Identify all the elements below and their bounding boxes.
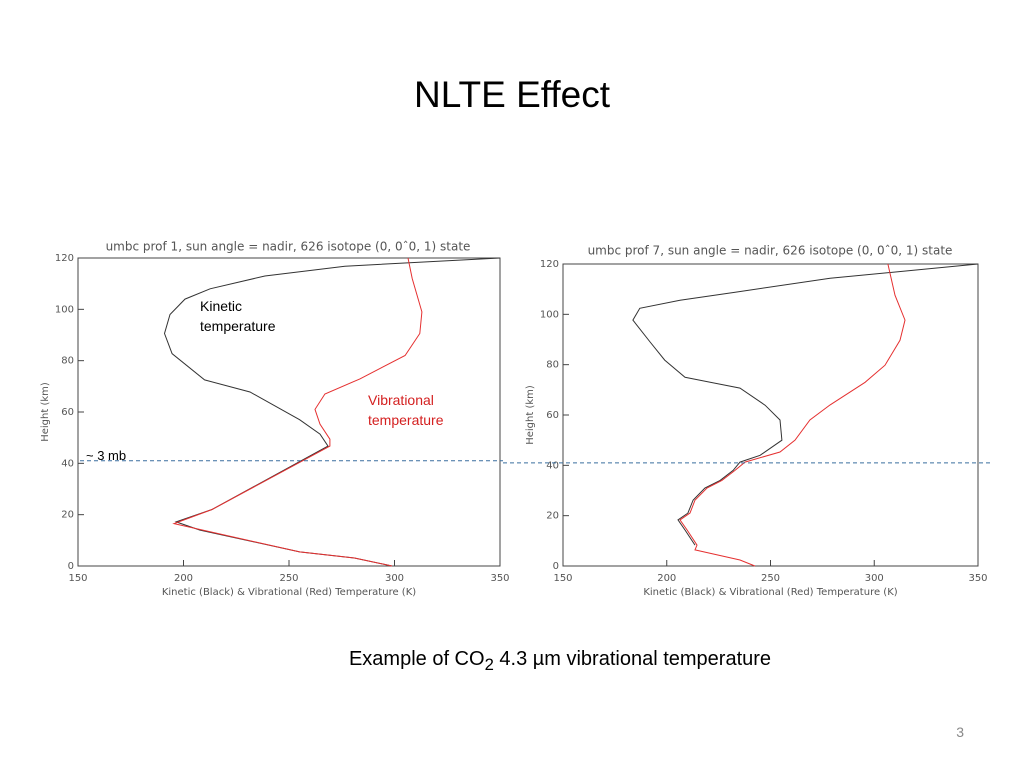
x-axis-label: Kinetic (Black) & Vibrational (Red) Temp…: [162, 587, 416, 598]
y-tick-label: 60: [546, 410, 559, 421]
y-tick-label: 100: [540, 309, 559, 320]
x-tick-label: 350: [968, 573, 987, 584]
x-tick-label: 250: [279, 573, 298, 584]
caption-text: Example of CO: [348, 648, 485, 670]
y-tick-label: 40: [546, 460, 559, 471]
x-tick-label: 250: [761, 573, 780, 584]
chart-title: umbc prof 1, sun angle = nadir, 626 isot…: [106, 240, 471, 254]
annotation: Vibrational temperature: [368, 392, 444, 428]
y-tick-label: 60: [61, 407, 74, 418]
y-tick-label: 100: [55, 304, 74, 315]
y-tick-label: 40: [61, 458, 74, 469]
x-tick-label: 150: [553, 573, 572, 584]
y-tick-label: 120: [540, 259, 559, 270]
plot-frame: [562, 263, 979, 567]
y-axis-label: Height (km): [525, 385, 536, 445]
y-tick-label: 20: [546, 511, 559, 522]
y-tick-label: 80: [61, 356, 74, 367]
x-tick-label: 200: [174, 573, 193, 584]
y-tick-label: 120: [55, 253, 74, 264]
y-tick-label: 20: [61, 510, 74, 521]
hline-label: ~ 3 mb: [86, 448, 127, 463]
x-tick-label: 350: [490, 573, 509, 584]
y-tick-label: 0: [553, 561, 559, 572]
caption: Example of CO2 4.3 µm vibrational temper…: [260, 648, 860, 675]
chart-title: umbc prof 7, sun angle = nadir, 626 isot…: [588, 244, 953, 258]
x-tick-label: 150: [68, 573, 87, 584]
data-line: [163, 257, 501, 567]
data-line: [679, 263, 906, 567]
data-line: [172, 257, 423, 567]
caption-subscript: 2: [484, 655, 494, 674]
annotation: Kinetic temperature: [200, 298, 276, 334]
y-tick-label: 80: [546, 360, 559, 371]
y-tick-label: 0: [68, 561, 74, 572]
x-tick-label: 200: [657, 573, 676, 584]
x-tick-label: 300: [865, 573, 884, 584]
caption-text: 4.3 µm vibrational temperature: [493, 648, 772, 670]
x-axis-label: Kinetic (Black) & Vibrational (Red) Temp…: [643, 587, 897, 598]
page-number: 3: [956, 724, 964, 740]
x-tick-label: 300: [385, 573, 404, 584]
slide-title: NLTE Effect: [413, 74, 611, 115]
data-line: [632, 263, 979, 546]
y-axis-label: Height (km): [40, 382, 51, 442]
